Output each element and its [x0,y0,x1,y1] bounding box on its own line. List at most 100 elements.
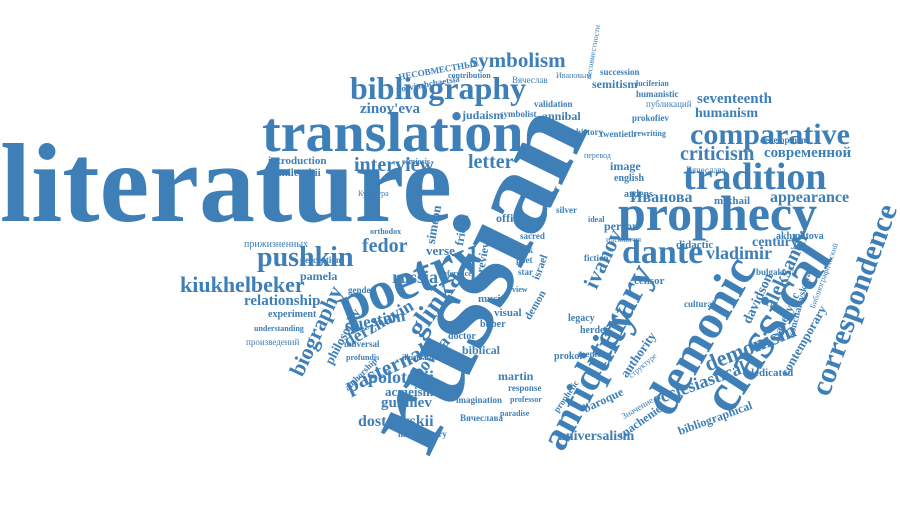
word-seventeenth: seventeenth [697,91,772,107]
word-paradise: paradise [500,409,530,418]
word-fedor: fedor [362,235,408,257]
word-proizvedenii: произведений [246,337,300,347]
word-interview: interview [354,154,434,176]
word-officer: officer [496,211,530,225]
word-century: century [752,235,798,250]
word-translation: translation [262,102,524,164]
word-verse: verse [426,243,455,258]
word-ardens: ardens [624,189,653,200]
word-didactic: didactic [676,239,714,251]
word-lucifer: luciferian [636,79,669,88]
word-image: image [610,159,641,173]
word-succession: succession [600,67,640,77]
word-acmeism: acmeism [385,384,434,399]
word-vladimir: vladimir [706,243,772,263]
word-comparative: comparative [690,118,850,151]
word-symbolist: symbolist [500,109,537,119]
word-sovremennoi: современной [764,145,852,161]
word-poet: poet [516,255,533,265]
word-orthodox: orthodox [370,227,402,236]
word-bibliography: bibliography [350,70,527,106]
word-dostoevskii: dostoevskii [358,413,434,430]
word-visual: visual [494,307,522,319]
word-literature: literature [0,122,452,246]
word-fiction: fiction [584,253,609,263]
word-star: star [518,267,533,277]
word-mikhail: mikhail [714,195,751,207]
word-illustration: illustration [402,353,440,362]
word-censor: censor [634,275,665,287]
word-reference: reference [440,269,472,278]
word-doctor: doctor [448,331,476,342]
word-history: history [576,127,603,137]
word-silver: silver [556,205,577,215]
word-humanistic: humanistic [636,89,679,99]
word-validation: validation [534,99,573,109]
word-tradition: tradition [683,156,827,198]
word-prizhiznennykh: прижизненных [244,239,309,250]
word-perevod: перевод [584,151,611,160]
word-person: person [604,219,639,233]
word-semiosis: semiosis [402,157,430,166]
word-kiukhelbeker: kiukhelbeker [180,272,305,297]
word-appearance: appearance [770,189,850,206]
word-gumilev: gumilev [381,395,432,411]
word-polotskii: polotskii [368,367,435,387]
word-development: development [760,135,809,145]
word-akhmatova: akhmatova [776,231,824,242]
word-publikatsii: публикаций [646,99,692,109]
word-buber: buber [480,319,506,330]
word-gender: gender [348,285,375,295]
word-prokofiev: prokofiev [632,113,669,123]
word-kultur: Культура [358,189,389,198]
word-view: view [512,285,528,294]
word-response: response [508,383,542,393]
word-ideologiya: идеология [606,235,642,244]
word-annibal: annibal [542,109,581,123]
word-symbolism: symbolism [470,48,566,72]
word-herder: herder [580,325,609,336]
word-universal: universal [344,339,380,349]
word-memory: memory [578,349,610,359]
word-contribution: contribution [448,71,491,80]
word-bulgakova: bulgakova [756,267,797,277]
word-professor: professor [510,395,542,404]
word-semitism: semitism [592,77,638,91]
word-russia: russia [392,267,439,287]
word-biblical: biblical [462,343,501,357]
word-understanding: understanding [254,324,304,333]
word-imagination: imagination [456,395,503,405]
word-zinoveva: zinov'eva [360,101,420,117]
word-perception: perception [300,255,341,265]
word-ideal: ideal [588,215,605,224]
word-vyacheslava: Вячеслава [460,413,503,423]
word-ivanova: Иванова [630,189,693,206]
word-experiment: experiment [268,309,317,320]
word-twentieth: twentieth [600,129,636,139]
word-vyacheslava2: Вячеслава [686,165,726,175]
word-letter: letter [468,151,514,173]
word-dante: dante [622,234,704,271]
word-introduction: introduction [268,155,327,167]
word-rewriting: rewriting [634,129,666,138]
word-music: music [478,293,506,305]
word-martin: martin [498,369,534,383]
word-profundis: profundis [346,353,380,362]
word-dedicated: dedicated [748,367,794,379]
word-judaism: judaism [462,108,504,122]
word-prophecy: prophecy [618,185,818,241]
word-cultural: cultural [684,299,715,309]
word-pamela: pamela [300,269,338,283]
word-book: book [514,245,534,255]
word-sacred: sacred [520,231,545,241]
word-pushkin: pushkin [257,242,354,273]
word-prokol: prokol [554,351,583,362]
word-ivanovym: Ивановым [556,71,592,80]
word-introductory: introductory [398,429,447,439]
word-novel: novel [482,235,501,244]
word-relationship: relationship [244,293,321,309]
word-english: english [614,173,645,184]
word-criticism: criticism [680,143,755,165]
word-vyacheslav: Вячеслав [512,75,548,85]
